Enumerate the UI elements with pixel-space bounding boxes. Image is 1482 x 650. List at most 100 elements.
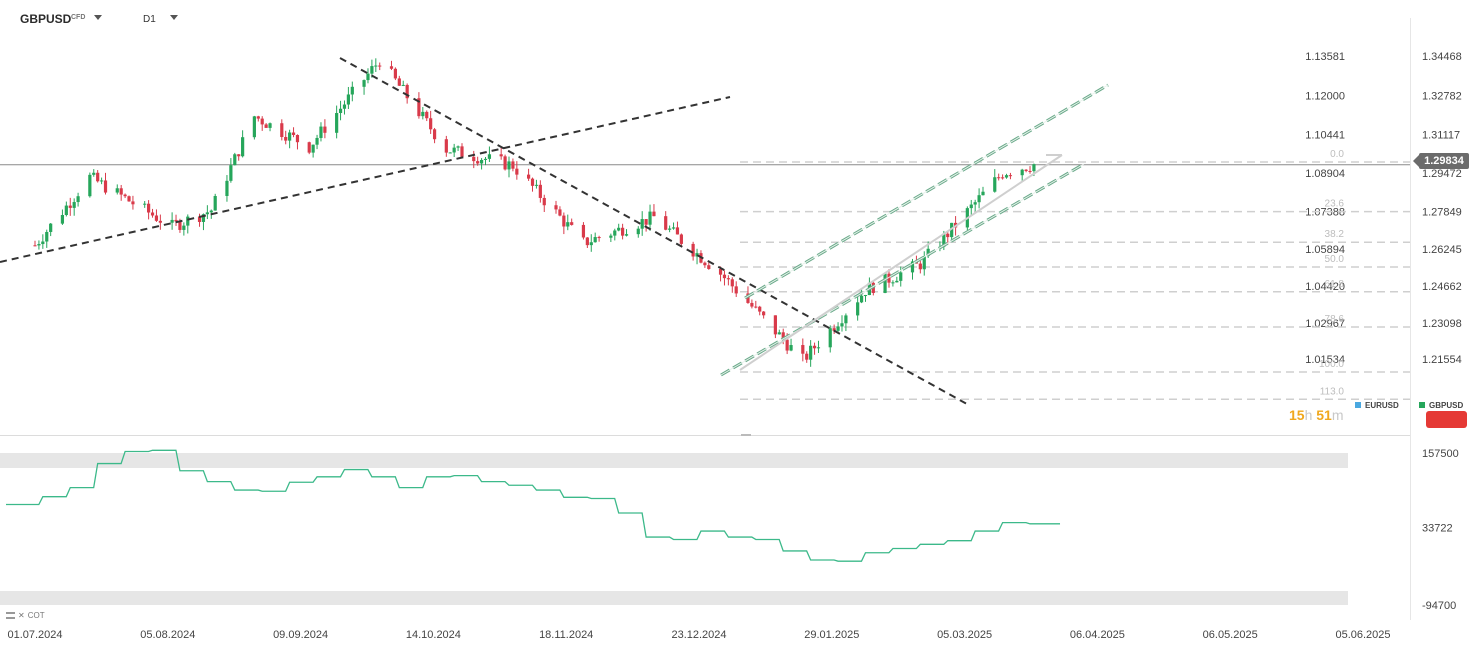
symbol-selector[interactable]: GBPUSD — [20, 12, 72, 26]
candle-down — [585, 237, 589, 246]
candle-up — [479, 159, 484, 164]
candle-up — [252, 116, 256, 138]
cot-lower-band — [0, 591, 1348, 605]
candle-down — [127, 196, 131, 202]
candle-down — [675, 227, 680, 235]
candle-down — [119, 188, 123, 195]
price-axis-label: 1.31117 — [1422, 130, 1460, 142]
secondary-axis-label: 1.01534 — [1305, 354, 1345, 366]
candle-down — [722, 274, 727, 279]
candle-up — [64, 205, 68, 216]
date-axis-label: 14.10.2024 — [406, 629, 461, 641]
timeframe-dropdown-icon[interactable] — [170, 15, 178, 20]
candle-down — [158, 220, 162, 223]
candle-down — [746, 293, 750, 303]
candle-up — [593, 237, 597, 243]
fib-level-label: 61.8 — [1325, 279, 1345, 290]
secondary-axis-label: 1.05894 — [1305, 244, 1345, 256]
candle-down — [237, 154, 241, 157]
candle-up — [342, 104, 347, 109]
candle-up — [668, 228, 672, 230]
legend-swatch-eurusd — [1355, 402, 1361, 408]
candle-down — [147, 203, 151, 213]
cot-indicator-label[interactable]: ✕ COT — [6, 611, 45, 620]
symbol-dropdown-icon[interactable] — [94, 15, 102, 20]
candle-up — [840, 323, 844, 327]
candle-down — [1024, 169, 1028, 171]
candle-up — [589, 242, 593, 246]
legend-swatch-gbpusd — [1419, 402, 1425, 408]
candle-up — [534, 184, 539, 186]
legend-item-gbpusd[interactable]: GBPUSD — [1419, 401, 1463, 410]
candle-up — [977, 195, 981, 203]
candle-up — [624, 234, 629, 236]
candle-up — [1032, 164, 1036, 172]
candle-up — [41, 241, 45, 245]
alert-badge[interactable] — [1426, 411, 1467, 428]
date-axis-label: 06.05.2025 — [1203, 629, 1258, 641]
candle-down — [417, 98, 421, 117]
candle-down — [730, 279, 734, 287]
candle-up — [72, 202, 76, 208]
candle-up — [315, 137, 319, 145]
candle-up — [993, 177, 997, 192]
candle-down — [726, 278, 730, 280]
candle-up — [899, 272, 903, 281]
candle-up — [456, 146, 460, 148]
secondary-axis-label: 1.04420 — [1305, 281, 1345, 293]
candle-down — [542, 197, 546, 206]
candle-up — [143, 203, 147, 205]
candle-up — [37, 244, 41, 246]
candle-up — [640, 219, 644, 229]
candle-down — [476, 161, 480, 164]
candle-down — [499, 154, 503, 157]
candle-up — [448, 152, 452, 154]
candle-up — [452, 147, 456, 153]
candle-up — [350, 86, 354, 95]
candle-up — [891, 282, 895, 284]
candle-up — [883, 273, 887, 293]
channel-median-line — [739, 154, 1063, 371]
candle-down — [832, 328, 836, 331]
candle-down — [562, 215, 566, 227]
close-icon[interactable]: ✕ — [18, 611, 25, 620]
legend-label-gbpusd: GBPUSD — [1429, 401, 1464, 410]
candle-down — [785, 339, 789, 351]
candle-down — [444, 139, 448, 153]
cot-name: COT — [27, 611, 45, 620]
candle-down — [291, 132, 296, 135]
candle-down — [703, 262, 707, 266]
candle-down — [405, 84, 409, 99]
secondary-axis-label: 1.12000 — [1305, 91, 1345, 103]
date-axis-label: 05.06.2025 — [1335, 629, 1390, 641]
candle-down — [558, 209, 562, 216]
candle-up — [910, 261, 915, 273]
candle-up — [319, 126, 323, 138]
candle-down — [260, 118, 264, 125]
legend-item-eurusd[interactable]: EURUSD — [1355, 401, 1399, 410]
candle-countdown: 15h 51m — [1289, 407, 1344, 423]
candle-down — [1000, 177, 1005, 179]
candle-up — [205, 212, 209, 215]
panel-resize-handle — [741, 434, 751, 436]
fib-level-label: 23.6 — [1325, 199, 1345, 210]
symbol-type-label: CFD — [71, 14, 86, 21]
candle-down — [918, 263, 922, 270]
candle-down — [378, 65, 382, 67]
candle-down — [581, 224, 586, 238]
candle-up — [507, 161, 511, 170]
candle-up — [288, 132, 292, 141]
date-axis-label: 23.12.2024 — [671, 629, 726, 641]
candle-down — [150, 212, 155, 216]
timeframe-selector[interactable]: D1 — [143, 14, 156, 25]
candle-up — [370, 66, 374, 74]
menu-icon[interactable] — [6, 612, 15, 619]
candle-down — [295, 134, 300, 143]
candle-up — [613, 230, 617, 236]
price-axis-label: 1.26245 — [1422, 244, 1462, 256]
candle-down — [174, 219, 178, 222]
candle-up — [969, 204, 973, 209]
candle-down — [1028, 170, 1032, 172]
candle-up — [225, 180, 229, 196]
